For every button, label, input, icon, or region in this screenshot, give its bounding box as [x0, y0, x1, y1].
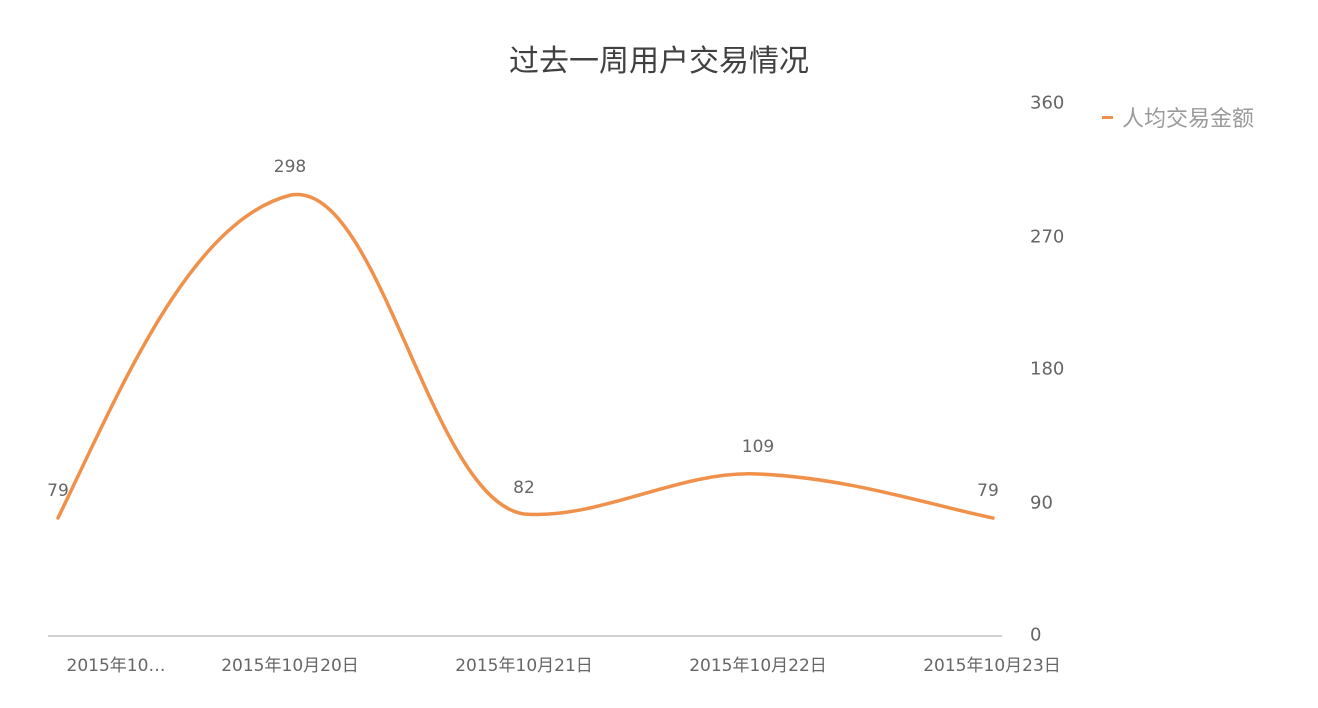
- data-label: 82: [513, 478, 535, 498]
- x-tick: 2015年10月20日: [221, 656, 359, 676]
- x-tick: 2015年10月23日: [923, 656, 1061, 676]
- legend-item[interactable]: 人均交易金额: [1102, 101, 1254, 133]
- legend-line-icon: [1102, 115, 1113, 119]
- data-label: 109: [741, 437, 775, 457]
- series-line: [56, 193, 995, 520]
- chart-title: 过去一周用户交易情况: [509, 44, 809, 79]
- data-label: 79: [977, 481, 999, 501]
- x-tick: 2015年10月22日: [689, 656, 827, 676]
- data-label: 79: [47, 481, 69, 501]
- y-tick: 180: [1030, 358, 1065, 380]
- x-tick: 2015年10月21日: [455, 656, 593, 676]
- data-label: 298: [273, 157, 307, 177]
- y-tick: 90: [1030, 492, 1053, 514]
- y-tick: 270: [1030, 226, 1065, 248]
- x-tick: 2015年10…: [66, 656, 166, 676]
- y-tick: 0: [1030, 624, 1042, 646]
- y-tick: 360: [1030, 92, 1065, 114]
- legend-label: 人均交易金额: [1122, 107, 1255, 132]
